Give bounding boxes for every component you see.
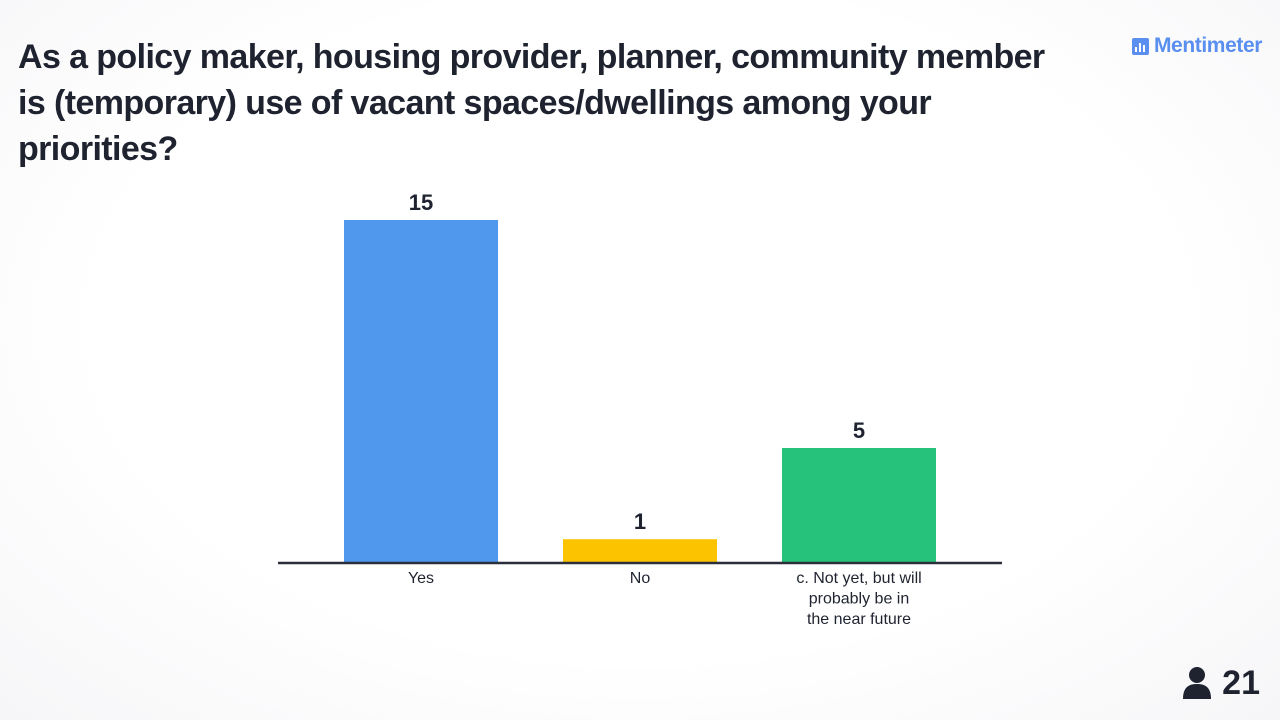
category-label-1: No [630, 570, 651, 587]
bar-chart-icon [1131, 37, 1149, 55]
bar-1 [563, 539, 717, 562]
participant-counter: 21 [1182, 666, 1260, 700]
bar-value-label-0: 15 [409, 190, 433, 215]
brand-name: Mentimeter [1153, 34, 1262, 57]
participant-count: 21 [1222, 664, 1260, 702]
bar-2 [782, 448, 936, 562]
bar-value-label-2: 5 [853, 418, 865, 443]
category-label-0: Yes [408, 570, 434, 587]
bar-value-label-1: 1 [634, 509, 646, 534]
brand-logo: Mentimeter [1131, 34, 1262, 58]
question-title: As a policy maker, housing provider, pla… [18, 38, 1045, 168]
category-label-2: c. Not yet, but will probably be in the ne… [796, 570, 921, 628]
person-icon [1183, 667, 1212, 699]
bar-0 [344, 220, 498, 562]
